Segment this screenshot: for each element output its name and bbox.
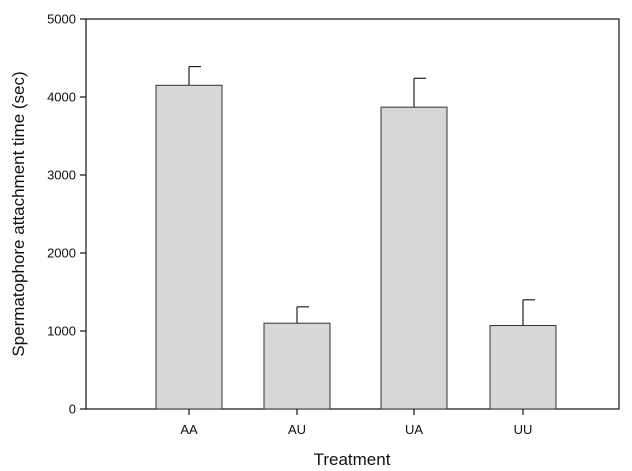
y-axis-ticks: 0 1000 2000 3000 4000 5000 xyxy=(47,12,86,417)
bar-au xyxy=(263,322,331,410)
y-tick-label: 5000 xyxy=(47,12,76,27)
plot-area xyxy=(85,18,620,410)
bar-uu xyxy=(489,325,557,410)
x-tick-label-ua: UA xyxy=(405,422,423,437)
y-tick-label: 3000 xyxy=(47,168,76,183)
x-tick-label-uu: UU xyxy=(514,422,533,437)
y-axis-title: Spermatophore attachment time (sec) xyxy=(9,71,28,356)
bar-aa xyxy=(155,84,223,410)
x-tick-label-aa: AA xyxy=(180,422,198,437)
x-axis-ticks: AA AU UA UU xyxy=(180,409,532,437)
bar-ua xyxy=(380,106,448,410)
y-tick-label: 2000 xyxy=(47,246,76,261)
x-tick-label-au: AU xyxy=(288,422,306,437)
x-axis-title: Treatment xyxy=(314,450,391,469)
y-tick-label: 0 xyxy=(69,402,76,417)
y-tick-label: 1000 xyxy=(47,324,76,339)
y-tick-label: 4000 xyxy=(47,90,76,105)
bars xyxy=(155,65,557,410)
